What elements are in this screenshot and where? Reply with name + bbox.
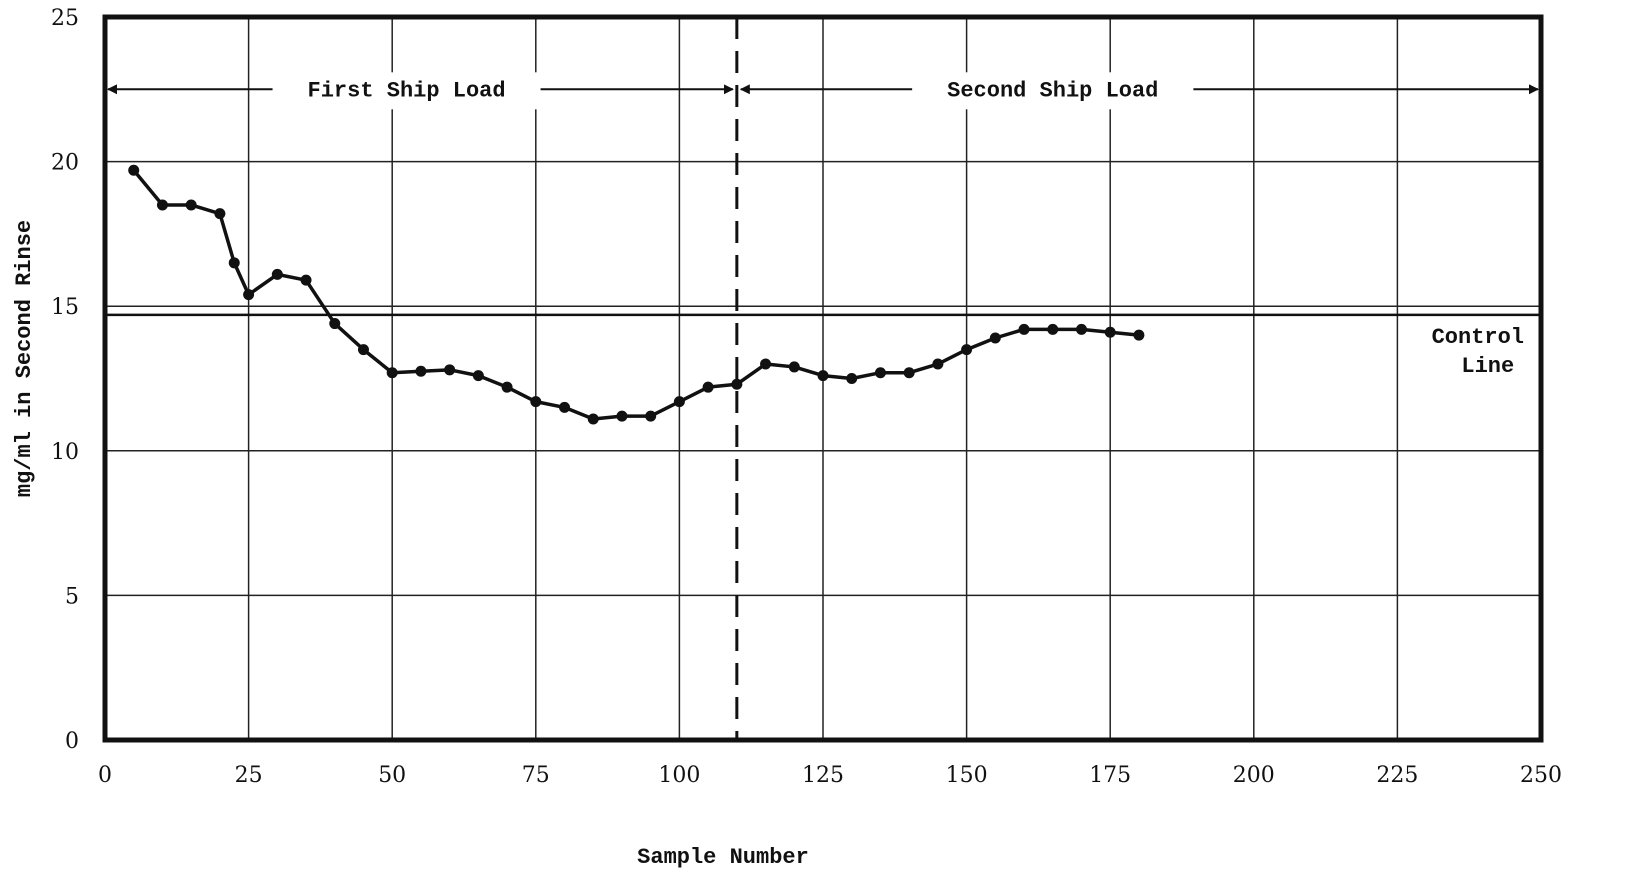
data-point [386,367,398,379]
data-point [530,396,542,408]
control-line-label-line1: Control [1432,325,1524,350]
data-point [1047,323,1059,335]
y-tick-labels: 0 5 10 15 20 25 [51,6,79,754]
y-tick-label: 5 [65,584,79,609]
data-point [214,208,226,220]
x-tick-label: 75 [522,763,550,788]
x-tick-label: 50 [378,763,406,788]
y-tick-label: 25 [51,6,79,31]
plot-frame [102,14,1544,743]
data-point [501,381,513,393]
first-ship-load-label: First Ship Load [308,78,506,103]
series-line [132,169,1140,421]
data-point [702,381,714,393]
y-axis-title: mg/ml in Second Rinse [12,220,37,497]
data-point [1075,323,1087,335]
data-point [616,410,628,422]
second-load-label-background [912,72,1194,110]
y-tick-label: 15 [51,295,79,320]
data-point [415,365,427,377]
data-point [989,332,1001,344]
data-point [731,378,743,390]
data-point [185,199,197,211]
x-tick-label: 125 [802,763,844,788]
x-tick-label: 100 [658,763,700,788]
data-point [559,401,571,413]
control-line-label-line2: Line [1461,354,1514,379]
data-point [932,358,944,370]
first-load-label-background [272,72,541,110]
x-tick-label: 200 [1233,763,1275,788]
data-point [961,344,973,356]
x-tick-label: 225 [1376,763,1418,788]
data-point [329,318,341,330]
x-tick-label: 25 [235,763,263,788]
x-tick-labels: 0 25 50 75 100 125 150 175 200 225 250 [98,763,1562,788]
data-point [760,358,772,370]
data-point [1133,329,1145,341]
data-point [300,274,312,286]
y-tick-label: 10 [51,440,79,465]
data-point [472,370,484,382]
data-point [846,373,858,384]
data-point [817,370,829,382]
data-point [243,289,255,301]
x-tick-label: 175 [1089,763,1131,788]
second-ship-load-label: Second Ship Load [947,78,1158,103]
data-point [444,364,456,376]
y-tick-label: 20 [51,151,79,176]
y-tick-label: 0 [65,729,79,754]
data-point [156,199,168,211]
x-axis-title: Sample Number [637,845,809,870]
data-point [1018,323,1030,335]
x-tick-label: 0 [98,763,112,788]
x-tick-label: 250 [1520,763,1562,788]
data-point [788,361,800,373]
data-point [1104,326,1116,338]
data-point [903,367,915,379]
data-point [357,344,369,356]
data-series [128,164,1145,425]
data-point [673,396,685,408]
data-point [587,413,599,425]
x-tick-label: 150 [946,763,988,788]
data-point [271,268,283,280]
data-point [645,410,657,422]
data-point [128,164,140,176]
data-point [874,367,886,379]
data-point [228,257,240,269]
